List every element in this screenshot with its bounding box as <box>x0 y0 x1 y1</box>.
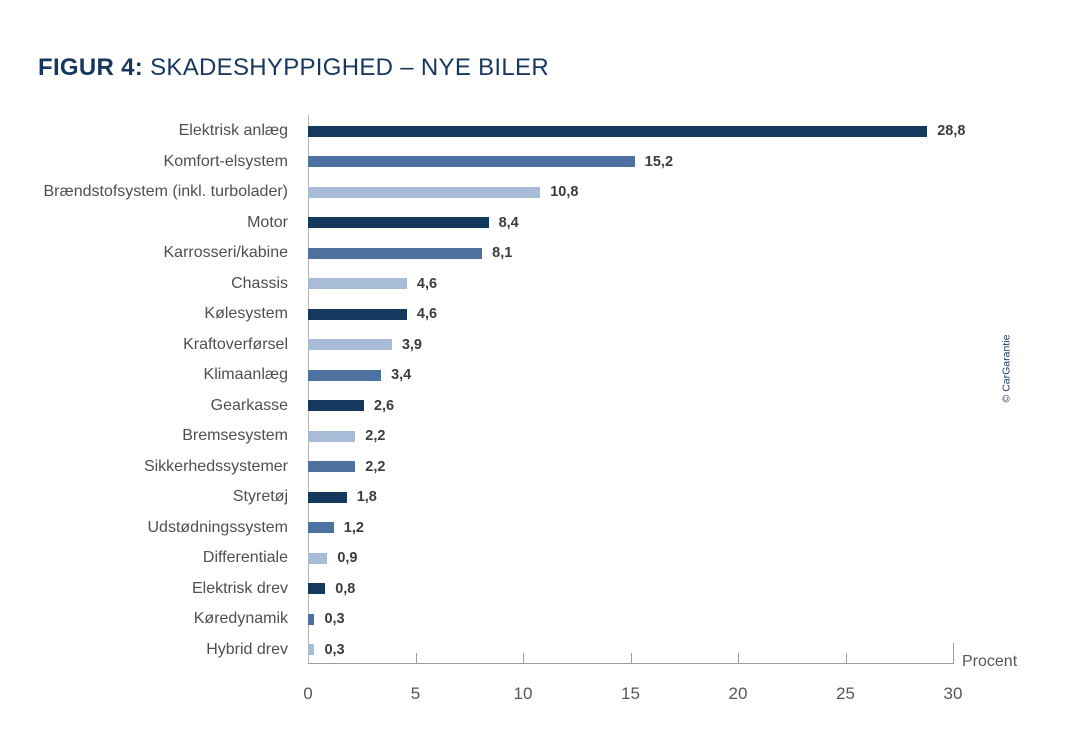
category-label: Motor <box>247 213 288 231</box>
bar-row: Sikkerhedssystemer 2,2 <box>0 452 1070 482</box>
x-axis-tick-label: 5 <box>410 684 421 703</box>
bar-row: Hybrid drev 0,3 <box>0 635 1070 665</box>
bar-value-label: 10,8 <box>550 184 579 200</box>
x-axis-tick <box>738 653 739 663</box>
bar-value-label: 0,3 <box>324 641 345 658</box>
x-axis-tick-label: 15 <box>621 684 640 703</box>
x-axis-tick <box>630 653 632 663</box>
bar <box>308 461 356 472</box>
bar <box>308 552 328 564</box>
bar-row: Differentiale 0,9 <box>0 543 1070 573</box>
bar <box>308 613 315 625</box>
bar-value-label: 1,8 <box>356 489 377 505</box>
bar-value-label: 2,2 <box>365 428 386 444</box>
bar-row: Kraftoverførsel 3,9 <box>0 330 1070 360</box>
bar-row: Kølesystem 4,6 <box>0 299 1070 329</box>
bar <box>308 522 334 533</box>
bar-value-label: 2,2 <box>365 458 386 475</box>
figure-title-text: SKADESHYPPIGHED – NYE BILER <box>150 54 549 81</box>
bar <box>308 125 928 137</box>
bar-value-label: 0,9 <box>337 550 358 566</box>
bar-row: Klimaanlæg 3,4 <box>0 360 1070 390</box>
bar <box>308 156 635 167</box>
category-label: Chassis <box>231 274 288 292</box>
bar-row: Brændstofsystem (inkl. turbolader) 10,8 <box>0 177 1070 207</box>
bar <box>308 339 392 350</box>
bar-value-label: 0,3 <box>324 611 345 627</box>
copyright-watermark: © CarGarantie <box>1000 334 1013 403</box>
category-label: Brændstofsystem (inkl. turbolader) <box>43 183 288 200</box>
category-label: Kraftoverførsel <box>183 335 288 353</box>
bar-value-label: 3,4 <box>391 367 412 383</box>
x-axis-title: Procent <box>962 653 1018 670</box>
x-axis-tick <box>415 653 417 663</box>
bar <box>308 583 326 594</box>
bar <box>308 217 489 228</box>
bar-value-label: 8,4 <box>498 214 519 231</box>
bar <box>308 430 356 442</box>
bar-value-label: 28,8 <box>937 123 966 139</box>
bar <box>308 247 483 259</box>
category-label: Klimaanlæg <box>203 366 288 383</box>
bar-row: Chassis 4,6 <box>0 269 1070 299</box>
figure-title-prefix: FIGUR 4: <box>38 54 144 81</box>
bar-row: Elektrisk drev 0,8 <box>0 574 1070 604</box>
x-axis-tick-label: 25 <box>836 684 855 703</box>
x-axis-tick-label: 10 <box>513 684 533 703</box>
category-label: Udstødningssystem <box>147 518 289 536</box>
bar-row: Komfort-elsystem 15,2 <box>0 147 1070 177</box>
bar-value-label: 8,1 <box>492 245 513 261</box>
category-label: Differentiale <box>202 549 288 566</box>
x-axis-line <box>308 663 954 664</box>
x-axis-tick-label: 20 <box>728 684 748 703</box>
x-axis-tick-label: 0 <box>303 684 313 703</box>
category-label: Køredynamik <box>193 610 288 627</box>
category-label: Komfort-elsystem <box>163 152 288 170</box>
figure-title: FIGUR 4: SKADESHYPPIGHED – NYE BILER <box>38 54 549 82</box>
category-label: Karrosseri/kabine <box>163 244 289 261</box>
bar-row: Motor 8,4 <box>0 208 1070 238</box>
bar-row: Køredynamik 0,3 <box>0 604 1070 634</box>
bar <box>308 278 407 289</box>
bar-row: Bremsesystem 2,2 <box>0 421 1070 451</box>
bar <box>308 491 347 503</box>
bar-value-label: 3,9 <box>401 336 423 353</box>
zero-gridline <box>308 115 309 663</box>
bar-row: Elektrisk anlæg 28,8 <box>0 116 1070 146</box>
bar <box>308 186 541 198</box>
bar-row: Udstødningssystem 1,2 <box>0 513 1070 543</box>
bar-value-label: 15,2 <box>644 153 674 170</box>
bar <box>308 400 364 411</box>
bar-value-label: 4,6 <box>416 306 438 322</box>
bar-row: Karrosseri/kabine 8,1 <box>0 238 1070 268</box>
bar-value-label: 2,6 <box>373 397 395 414</box>
bar-row: Styretøj 1,8 <box>0 482 1070 512</box>
bar-value-label: 4,6 <box>416 275 438 292</box>
x-axis-tick <box>953 643 954 663</box>
bar <box>308 308 407 320</box>
category-label: Sikkerhedssystemer <box>143 457 288 475</box>
bar-value-label: 1,2 <box>343 519 364 536</box>
category-label: Styretøj <box>232 488 288 505</box>
category-label: Elektrisk drev <box>191 579 288 597</box>
category-label: Kølesystem <box>204 305 288 322</box>
bar-row: Gearkasse 2,6 <box>0 391 1070 421</box>
x-axis-tick-label: 30 <box>943 684 963 703</box>
x-axis-tick <box>845 653 847 663</box>
bar-value-label: 0,8 <box>335 580 356 597</box>
category-label: Elektrisk anlæg <box>178 122 288 139</box>
x-axis-tick <box>523 653 524 663</box>
category-label: Gearkasse <box>210 396 288 414</box>
bar <box>308 369 382 381</box>
bar <box>308 644 315 655</box>
category-label: Hybrid drev <box>206 640 288 658</box>
category-label: Bremsesystem <box>182 427 288 444</box>
